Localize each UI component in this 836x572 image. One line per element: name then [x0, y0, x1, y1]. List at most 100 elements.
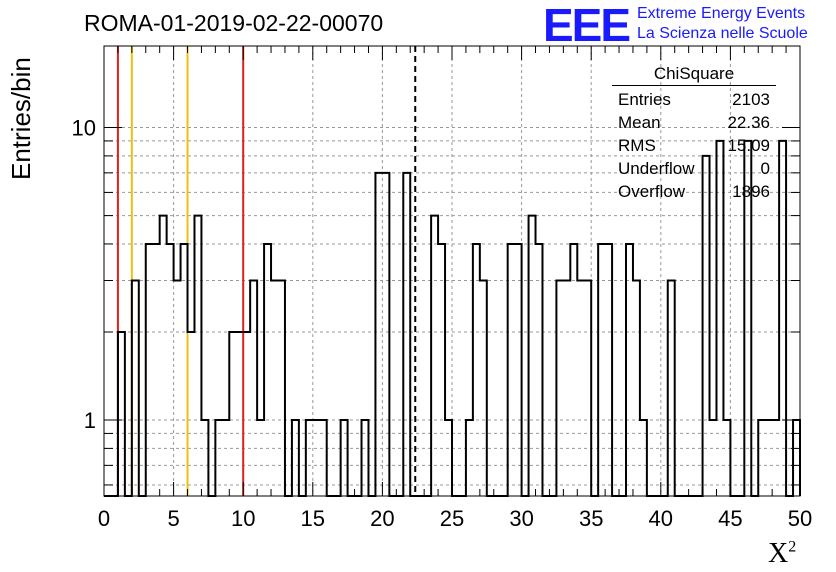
x-tick-label: 0: [98, 506, 110, 531]
histogram-bin: [320, 420, 327, 496]
histogram-bin: [257, 420, 264, 496]
stats-label: RMS: [618, 136, 656, 155]
stats-label: Overflow: [618, 182, 686, 201]
histogram-bin: [584, 280, 591, 496]
x-tick-label: 30: [509, 506, 533, 531]
histogram-bin: [473, 244, 480, 496]
x-axis-label: X2: [768, 538, 796, 570]
x-tick-label: 50: [788, 506, 812, 531]
y-tick-label: 10: [72, 116, 96, 141]
eee-logo: EEE Extreme Energy Events La Scienza nel…: [543, 0, 833, 51]
x-tick-label: 20: [370, 506, 394, 531]
histogram-bin: [215, 420, 222, 496]
x-tick-label: 25: [440, 506, 464, 531]
stats-value: 22.36: [727, 113, 770, 132]
axes: [103, 45, 801, 497]
histogram-bin: [605, 244, 612, 496]
histogram-bin: [570, 244, 577, 496]
histogram-bin: [480, 280, 487, 496]
histogram-bin: [222, 420, 229, 496]
y-axis-label: Entries/bin: [6, 57, 36, 180]
histogram-bin: [403, 173, 410, 496]
histogram-bin: [278, 280, 285, 496]
histogram-bin: [772, 420, 779, 496]
histogram-bin: [201, 420, 208, 496]
histogram-bin: [181, 244, 188, 496]
x-tick-label: 15: [301, 506, 325, 531]
y-tick-label: 1: [84, 408, 96, 433]
x-axis-label-text: X: [768, 538, 789, 569]
stats-row-entries: Entries 2103: [612, 88, 776, 111]
histogram-bin: [779, 141, 786, 496]
histogram-bin: [375, 173, 382, 496]
histogram-bin: [243, 332, 250, 496]
histogram-bin: [194, 216, 201, 496]
histogram-bin: [723, 420, 730, 496]
histogram-bin: [431, 216, 438, 496]
histogram-bin: [118, 332, 125, 496]
x-tick-label: 5: [167, 506, 179, 531]
histogram-bin: [438, 244, 445, 496]
histogram-bin: [668, 280, 675, 496]
stats-value: 1896: [732, 182, 770, 201]
histogram-bin: [382, 173, 389, 496]
histogram-bin: [292, 420, 299, 496]
histogram-bin: [271, 280, 278, 496]
stats-row-overflow: Overflow 1896: [612, 180, 776, 203]
stats-row-underflow: Underflow 0: [612, 157, 776, 180]
histogram-bin: [765, 420, 772, 496]
stats-title: ChiSquare: [612, 64, 776, 86]
histogram-bin: [250, 280, 257, 496]
stats-value: 15.09: [727, 136, 770, 155]
histogram-bin: [563, 280, 570, 496]
histogram-bin: [264, 244, 271, 496]
histogram-bin: [160, 216, 167, 496]
histogram-bin: [633, 280, 640, 496]
histogram-bin: [508, 244, 515, 496]
histogram-bin: [146, 244, 153, 496]
x-tick-label: 40: [649, 506, 673, 531]
stats-label: Underflow: [618, 159, 695, 178]
histogram-bin: [188, 332, 195, 496]
histogram-bin: [362, 420, 369, 496]
logo-line-2: La Scienza nelle Scuole: [637, 25, 808, 42]
histogram-bin: [167, 244, 174, 496]
stats-row-mean: Mean 22.36: [612, 111, 776, 134]
histogram-bin: [515, 244, 522, 496]
histogram-bin: [341, 420, 348, 496]
run-title: ROMA-01-2019-02-22-00070: [84, 10, 384, 36]
histogram-bin: [313, 420, 320, 496]
tick-labels: 0 5 10 15 20 25 30 35 40 45 50 1 10: [72, 116, 813, 531]
histogram-bin: [466, 420, 473, 496]
histogram-bin: [306, 420, 313, 496]
histogram-bin: [640, 420, 647, 496]
histogram-bin: [598, 244, 605, 496]
histogram-bin: [710, 420, 717, 496]
stats-value: 2103: [732, 90, 770, 109]
histogram-bin: [556, 280, 563, 496]
histogram-bin: [132, 280, 139, 496]
histogram-bin: [536, 244, 543, 496]
stats-row-rms: RMS 15.09: [612, 134, 776, 157]
x-tick-label: 35: [579, 506, 603, 531]
histogram-bin: [758, 420, 765, 496]
stats-value: 0: [760, 159, 770, 178]
histogram-bin: [529, 216, 536, 496]
histogram-bin: [577, 280, 584, 496]
stats-label: Entries: [618, 90, 671, 109]
histogram-bin: [445, 420, 452, 496]
histogram-bin: [626, 244, 633, 496]
x-tick-label: 10: [231, 506, 255, 531]
logo-line-1: Extreme Energy Events: [637, 5, 806, 22]
histogram-bin: [174, 280, 181, 496]
logo-mark: EEE: [543, 0, 631, 51]
histogram-bin: [236, 332, 243, 496]
histogram-bin: [229, 332, 236, 496]
x-axis-label-superscript: 2: [788, 538, 797, 556]
stats-box: ChiSquare Entries 2103 Mean 22.36 RMS 15.09…: [612, 64, 776, 203]
x-tick-label: 45: [718, 506, 742, 531]
stats-label: Mean: [618, 113, 661, 132]
histogram-bin: [703, 156, 710, 496]
histogram-bin: [153, 244, 160, 496]
